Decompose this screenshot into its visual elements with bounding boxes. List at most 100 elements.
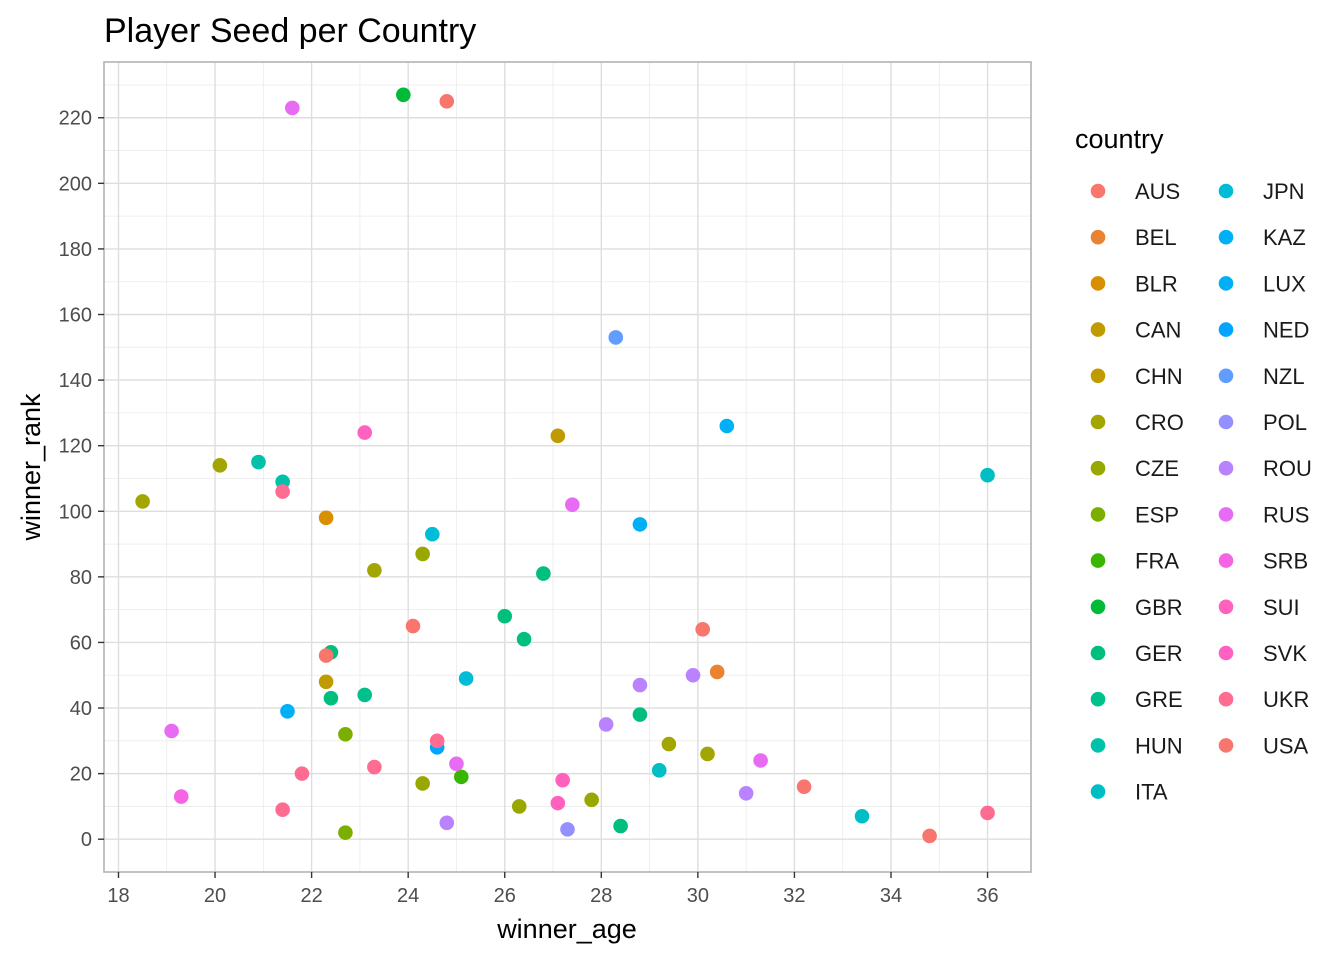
legend-item-bel: BEL [1090, 225, 1177, 250]
legend-label: GRE [1135, 687, 1183, 712]
legend-label: ESP [1135, 502, 1179, 527]
legend-item-sui: SUI [1218, 595, 1300, 620]
point-ukr [367, 759, 382, 775]
legend-item-usa: USA [1218, 733, 1309, 758]
point-srb [173, 789, 189, 804]
point-rus [164, 723, 179, 739]
point-can [318, 674, 334, 690]
y-tick-label: 120 [59, 436, 92, 458]
legend-item-ger: GER [1090, 641, 1183, 666]
point-kaz [632, 517, 648, 532]
legend-label: NED [1263, 318, 1309, 343]
point-sui [550, 795, 566, 811]
legend-label: KAZ [1263, 225, 1306, 250]
point-cro [661, 736, 677, 752]
legend-label: NZL [1263, 364, 1305, 389]
legend-key [1218, 229, 1234, 245]
legend-label: AUS [1135, 179, 1180, 204]
x-tick-label: 36 [976, 885, 998, 907]
x-tick-label: 30 [687, 885, 709, 907]
legend-key [1218, 738, 1234, 753]
legend-label: ITA [1135, 780, 1168, 805]
legend-key [1218, 691, 1234, 707]
point-usa [439, 94, 455, 109]
legend-item-rus: RUS [1218, 502, 1309, 527]
x-tick-label: 34 [880, 885, 902, 907]
point-ita [980, 467, 995, 483]
major-gridlines [104, 62, 1031, 872]
legend-key [1218, 276, 1234, 291]
point-rou [738, 785, 754, 801]
point-gbr [396, 87, 411, 103]
point-rus [753, 753, 768, 768]
legend-key [1218, 553, 1234, 568]
legend-label: POL [1263, 410, 1307, 435]
y-tick-label: 40 [70, 698, 92, 720]
legend-key [1218, 645, 1234, 661]
legend-title: country [1075, 124, 1164, 154]
legend-key [1090, 183, 1106, 199]
point-cro [700, 746, 715, 762]
point-ger [613, 818, 628, 834]
x-tick-label: 32 [783, 885, 805, 907]
y-tick-label: 180 [59, 239, 92, 261]
legend-key [1090, 276, 1106, 291]
legend-item-fra: FRA [1090, 549, 1179, 574]
x-tick-label: 22 [300, 885, 322, 907]
y-tick-label: 100 [59, 501, 92, 523]
legend-item-srb: SRB [1218, 549, 1308, 574]
legend-item-kaz: KAZ [1218, 225, 1306, 250]
point-ger [536, 566, 551, 581]
point-rus [449, 756, 464, 772]
legend-label: USA [1263, 733, 1309, 758]
legend-key [1218, 322, 1234, 337]
point-usa [405, 618, 421, 634]
legend-label: GBR [1135, 595, 1183, 620]
legend-label: CRO [1135, 410, 1184, 435]
y-tick-label: 140 [59, 370, 92, 392]
legend-label: ROU [1263, 456, 1312, 481]
legend-key [1090, 368, 1106, 384]
legend-item-rou: ROU [1218, 456, 1312, 481]
legend-label: SRB [1263, 549, 1308, 574]
point-ita [651, 763, 667, 778]
plot-border [103, 61, 1032, 873]
point-ger [323, 690, 339, 706]
point-hun [251, 454, 266, 470]
legend-key [1090, 691, 1106, 707]
legend-key [1218, 460, 1234, 476]
x-tick-label: 18 [107, 885, 129, 907]
legend-key [1218, 414, 1234, 430]
legend-key [1090, 414, 1106, 430]
legend-item-cze: CZE [1090, 456, 1179, 481]
legend-item-hun: HUN [1090, 733, 1183, 758]
legend-item-aus: AUS [1090, 179, 1180, 204]
point-aus [796, 779, 812, 795]
point-fra [453, 769, 469, 785]
legend-item-jpn: JPN [1218, 179, 1305, 204]
point-blr [318, 510, 334, 526]
legend-label: JPN [1263, 179, 1305, 204]
x-axis-title: winner_age [496, 914, 637, 944]
point-lux [719, 418, 735, 434]
y-tick-label: 220 [59, 108, 92, 130]
legend-key [1090, 784, 1106, 799]
x-tick-label: 20 [204, 885, 226, 907]
legend-key [1090, 599, 1106, 615]
y-tick-label: 20 [70, 764, 92, 786]
point-ukr [429, 733, 445, 749]
legend-item-svk: SVK [1218, 641, 1307, 666]
point-bel [709, 664, 725, 680]
point-jpn [425, 526, 440, 542]
point-lux [280, 704, 295, 719]
legend-key [1090, 229, 1106, 245]
legend-label: HUN [1135, 733, 1183, 758]
legend: country AUS BEL BLR CAN CHN CRO CZE ESP FRA GBR GE… [1075, 124, 1312, 805]
legend-key [1090, 553, 1106, 568]
legend-item-esp: ESP [1090, 502, 1179, 527]
y-axis-title: winner_rank [16, 393, 46, 542]
legend-label: CAN [1135, 318, 1181, 343]
point-cze [415, 776, 430, 791]
legend-label: CZE [1135, 456, 1179, 481]
